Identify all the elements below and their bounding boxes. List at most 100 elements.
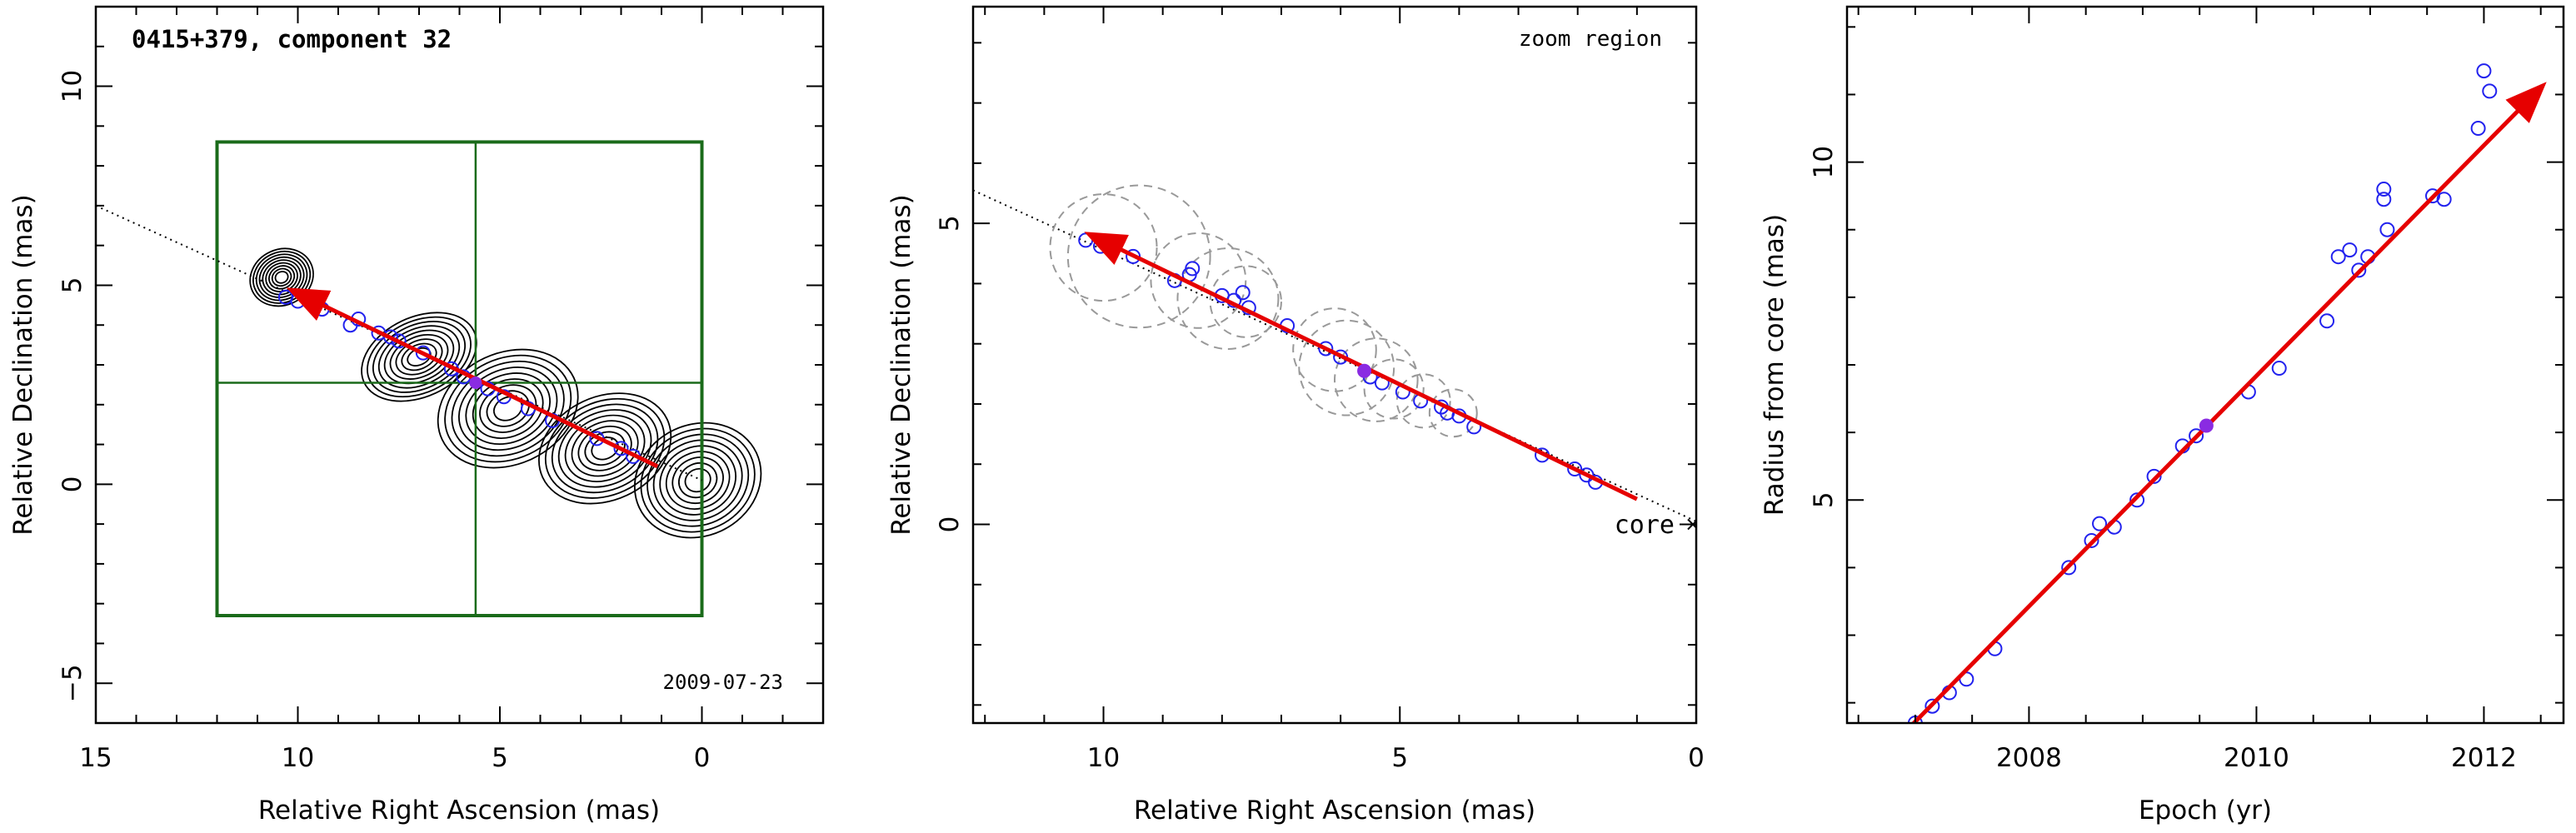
zoom-y-axis-label: Relative Declination (mas) (886, 194, 916, 536)
contour-line (444, 354, 572, 463)
highlight-point (2199, 418, 2214, 433)
highlight-point (469, 377, 482, 389)
epoch-point (2376, 182, 2392, 197)
contour-line (538, 392, 672, 505)
contour-title: 0415+379, component 32 (132, 25, 452, 53)
radius-x-tick-label: 2010 (2224, 743, 2289, 773)
contour-line (633, 421, 762, 539)
radius-y-tick-label: 10 (1809, 146, 1839, 178)
contour-line (665, 451, 731, 510)
contour-line (557, 409, 652, 488)
epoch-annotation: 2009-07-23 (663, 671, 784, 694)
contour-line (659, 445, 737, 516)
epoch-point (2319, 313, 2335, 329)
radius-plot-area (1907, 63, 2547, 723)
contour-y-axis-label: Relative Declination (mas) (8, 194, 38, 536)
contour-line (372, 321, 467, 393)
epoch-point (2379, 222, 2395, 237)
contour-line (274, 271, 289, 284)
epoch-point (2482, 83, 2498, 99)
radius-y-tick-label: 5 (1809, 491, 1839, 508)
contour-line (577, 425, 632, 471)
contour-line (486, 390, 530, 427)
contour-plot-area (96, 140, 762, 617)
epoch-point (2425, 188, 2441, 204)
contour-line (678, 461, 718, 499)
zoom-y-tick-label: 0 (935, 516, 965, 533)
position-point (1579, 467, 1595, 483)
core-label: core (1615, 511, 1675, 540)
epoch-point (2342, 242, 2358, 258)
contour-y-tick-label: 0 (57, 476, 87, 492)
contour-line (458, 366, 558, 451)
contour-axes: 15 10 5 0 −5 0 5 10 (57, 6, 824, 773)
position-point (613, 441, 629, 456)
contour-line (451, 360, 565, 457)
uncertainty-circle (1150, 232, 1247, 329)
position-point (391, 333, 407, 349)
uncertainty-circle (1209, 265, 1282, 338)
contour-line (652, 439, 743, 521)
epoch-point (2351, 262, 2367, 278)
contour-line (401, 342, 437, 372)
radius-epoch-panel: 2008 2010 2012 5 10 Epoch (yr) Radius from c… (1760, 5, 2565, 826)
uncertainty-circle (1176, 247, 1280, 350)
position-point (1567, 461, 1583, 477)
zoom-y-tick-label: 5 (935, 215, 965, 232)
zoom-region-annotation: zoom region (1519, 27, 1662, 52)
epoch-point (2129, 492, 2145, 508)
uncertainty-circle (1066, 184, 1211, 329)
radius-y-axis-label: Radius from core (mas) (1760, 214, 1790, 516)
contour-line (437, 348, 579, 469)
contour-x-tick-label: 15 (79, 743, 112, 773)
contour-line (684, 467, 711, 493)
contour-line (646, 433, 750, 527)
position-point (1078, 232, 1094, 248)
radius-x-axis-label: Epoch (yr) (2139, 796, 2272, 826)
contour-x-tick-label: 10 (282, 743, 314, 773)
zoom-x-tick-label: 10 (1087, 743, 1120, 773)
epoch-point (2061, 560, 2077, 576)
zoom-panel: 10 5 0 0 5 zoom region core Relative Right A… (886, 5, 1705, 826)
zoom-axes: 10 5 0 0 5 (935, 7, 1705, 773)
contour-line (395, 338, 443, 376)
epoch-point (1925, 698, 1940, 714)
radius-axes: 2008 2010 2012 5 10 (1809, 7, 2564, 773)
contour-line (271, 267, 292, 287)
epoch-point (2271, 361, 2287, 377)
zoom-plot-area (973, 184, 1696, 531)
zoom-x-tick-label: 5 (1391, 743, 1408, 773)
position-point (415, 345, 431, 361)
contour-x-axis-label: Relative Right Ascension (mas) (258, 796, 660, 826)
zoom-panel-frame (971, 5, 1698, 725)
epoch-point (2330, 249, 2346, 265)
epoch-point (2376, 192, 2392, 207)
epoch-point (2084, 532, 2099, 548)
zoom-x-axis-label: Relative Right Ascension (mas) (1134, 796, 1535, 826)
contour-y-tick-label: −5 (57, 664, 87, 702)
contour-line (551, 403, 659, 494)
radius-x-tick-label: 2008 (1996, 743, 2062, 773)
contour-line (544, 397, 666, 499)
highlight-point (1357, 363, 1372, 378)
epoch-point (2470, 121, 2486, 137)
fit-arrow (1910, 82, 2547, 723)
contour-line (268, 265, 296, 290)
contour-line (640, 427, 756, 533)
uncertainty-circle (1395, 373, 1451, 429)
contour-line (465, 372, 551, 446)
contour-x-tick-label: 5 (492, 743, 508, 773)
epoch-point (2189, 428, 2204, 444)
contour-line (671, 456, 724, 505)
uncertainty-circle (1292, 307, 1377, 392)
zoom-x-tick-label: 0 (1688, 743, 1705, 773)
contour-line (389, 333, 449, 380)
position-point (1185, 261, 1201, 277)
position-point (1318, 341, 1334, 357)
contour-y-tick-label: 5 (57, 277, 87, 294)
contour-line (383, 329, 455, 385)
contour-line (564, 414, 646, 482)
contour-y-tick-label: 10 (57, 70, 87, 102)
epoch-point (2092, 516, 2108, 531)
